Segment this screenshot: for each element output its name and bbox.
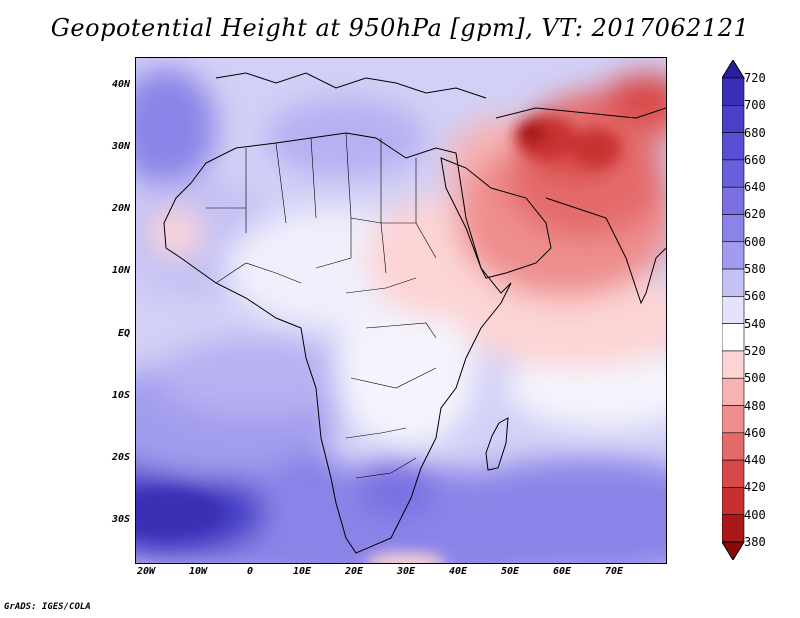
legend-level-label: 520 <box>744 343 766 358</box>
legend-swatch <box>722 514 745 543</box>
legend-swatch <box>722 405 745 434</box>
lat-label-30s: 30S <box>111 514 130 525</box>
lon-label-30e: 30E <box>396 566 416 577</box>
legend-swatch <box>722 377 745 406</box>
legend-level-label: 720 <box>744 71 766 85</box>
legend-level-label: 640 <box>744 180 766 195</box>
lat-label-20s: 20S <box>111 452 130 463</box>
plot-title: Geopotential Height at 950hPa [gpm], VT:… <box>50 14 750 42</box>
legend-level-label: 680 <box>744 125 766 140</box>
legend-swatch <box>722 350 745 379</box>
legend-swatch <box>722 296 745 324</box>
map-panel <box>135 57 667 564</box>
country-borders <box>206 132 437 479</box>
lat-label-40n: 40N <box>111 79 130 90</box>
lat-label-10n: 10N <box>111 265 130 276</box>
lat-label-10s: 10S <box>111 390 130 401</box>
legend-level-label: 540 <box>744 316 766 331</box>
lon-label-40e: 40E <box>448 566 468 577</box>
legend-swatch <box>722 104 745 133</box>
legend-level-label: 580 <box>744 262 766 277</box>
lat-label-20n: 20N <box>111 203 130 214</box>
lon-label-10e: 10E <box>292 566 312 577</box>
lat-label-eq: EQ <box>117 328 130 339</box>
legend-level-label: 500 <box>744 371 766 386</box>
legend-level-label: 560 <box>744 289 766 304</box>
lon-label-20w: 20W <box>136 566 156 577</box>
legend-swatch <box>722 77 745 106</box>
legend-swatch <box>722 186 745 215</box>
legend-swatch <box>722 159 745 188</box>
legend-swatch <box>722 214 745 243</box>
lon-label-0: 0 <box>246 566 254 577</box>
legend-swatch <box>722 323 745 352</box>
legend-level-label: 660 <box>744 152 766 167</box>
legend-swatch <box>722 268 745 297</box>
legend-level-label: 400 <box>744 507 766 522</box>
lon-label-70e: 70E <box>604 566 624 577</box>
legend-swatch <box>722 241 745 270</box>
legend-level-label: 420 <box>744 480 766 495</box>
lon-label-20e: 20E <box>344 566 364 577</box>
lon-label-60e: 60E <box>552 566 572 577</box>
legend-swatch <box>722 459 745 488</box>
credit-footer: GrADS: IGES/COLA <box>4 602 91 612</box>
lat-label-30n: 30N <box>111 141 130 152</box>
legend-level-label: 620 <box>744 207 766 222</box>
legend-swatch <box>722 432 745 461</box>
coastlines <box>163 72 666 554</box>
legend-level-label: 480 <box>744 398 766 413</box>
legend-level-label: 440 <box>744 453 766 468</box>
lon-label-10w: 10W <box>188 566 208 577</box>
legend-bottom-arrow <box>722 541 745 560</box>
core-contours <box>136 116 621 563</box>
color-legend <box>722 60 745 560</box>
legend-top-arrow <box>722 60 745 79</box>
legend-level-label: 460 <box>744 425 766 440</box>
legend-level-label: 380 <box>744 535 766 549</box>
legend-swatch <box>722 487 745 516</box>
lon-label-50e: 50E <box>500 566 520 577</box>
legend-level-label: 600 <box>744 234 766 249</box>
legend-level-label: 700 <box>744 98 766 113</box>
legend-swatch <box>722 132 745 161</box>
geopotential-map <box>136 58 666 563</box>
